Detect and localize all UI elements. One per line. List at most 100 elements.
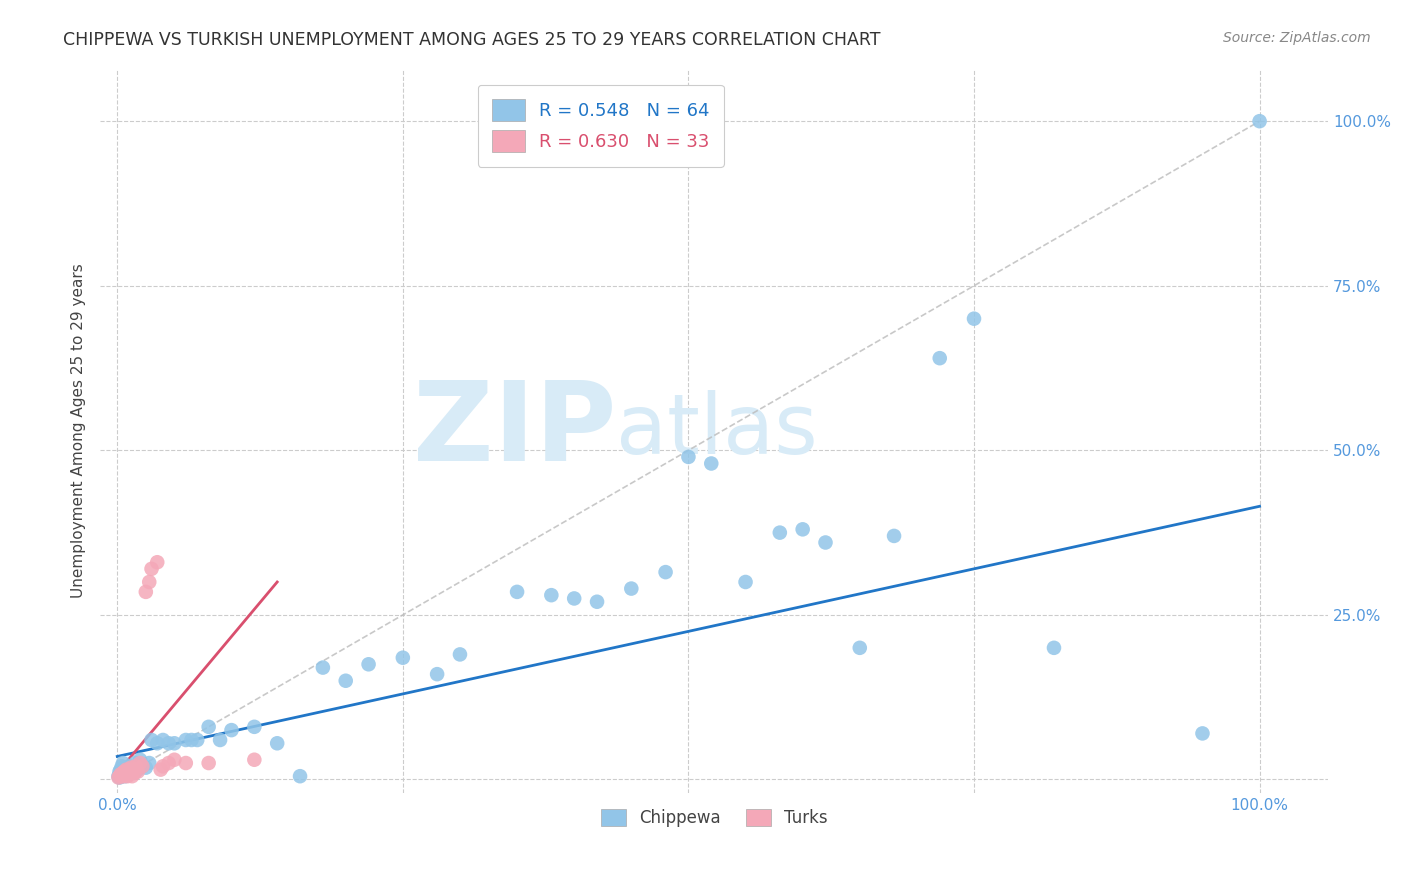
Point	[769, 525, 792, 540]
Point	[107, 769, 129, 783]
Point	[127, 763, 149, 777]
Point	[118, 765, 141, 780]
Point	[118, 765, 141, 780]
Point	[963, 311, 986, 326]
Point	[111, 765, 134, 780]
Point	[288, 769, 311, 783]
Point	[124, 759, 146, 773]
Point	[146, 555, 169, 569]
Point	[117, 767, 139, 781]
Point	[1249, 114, 1271, 128]
Point	[110, 763, 132, 777]
Point	[814, 535, 837, 549]
Point	[620, 582, 643, 596]
Point	[114, 769, 136, 783]
Point	[127, 764, 149, 779]
Point	[152, 759, 174, 773]
Y-axis label: Unemployment Among Ages 25 to 29 years: Unemployment Among Ages 25 to 29 years	[72, 263, 86, 598]
Text: ZIP: ZIP	[412, 377, 616, 484]
Point	[186, 733, 208, 747]
Point	[121, 769, 143, 783]
Point	[174, 756, 197, 770]
Point	[141, 733, 163, 747]
Point	[124, 756, 146, 770]
Point	[108, 764, 131, 779]
Point	[506, 585, 529, 599]
Point	[118, 763, 141, 777]
Point	[449, 648, 471, 662]
Text: atlas: atlas	[616, 390, 818, 471]
Point	[209, 733, 232, 747]
Point	[562, 591, 585, 606]
Point	[110, 767, 132, 781]
Point	[426, 667, 449, 681]
Point	[266, 736, 288, 750]
Point	[586, 595, 609, 609]
Point	[734, 574, 756, 589]
Point	[149, 763, 172, 777]
Point	[243, 753, 266, 767]
Point	[124, 765, 146, 780]
Point	[112, 769, 135, 783]
Text: CHIPPEWA VS TURKISH UNEMPLOYMENT AMONG AGES 25 TO 29 YEARS CORRELATION CHART: CHIPPEWA VS TURKISH UNEMPLOYMENT AMONG A…	[63, 31, 880, 49]
Point	[312, 660, 335, 674]
Point	[111, 769, 134, 783]
Point	[928, 351, 950, 366]
Point	[243, 720, 266, 734]
Point	[654, 565, 676, 579]
Point	[120, 761, 142, 775]
Point	[197, 756, 219, 770]
Point	[111, 769, 134, 783]
Text: Source: ZipAtlas.com: Source: ZipAtlas.com	[1223, 31, 1371, 45]
Point	[157, 736, 180, 750]
Point	[1043, 640, 1066, 655]
Point	[163, 753, 186, 767]
Point	[335, 673, 357, 688]
Point	[112, 764, 135, 779]
Point	[114, 767, 136, 781]
Point	[122, 763, 145, 777]
Point	[678, 450, 700, 464]
Point	[392, 650, 415, 665]
Point	[135, 585, 157, 599]
Point	[111, 759, 134, 773]
Point	[118, 759, 141, 773]
Point	[107, 771, 129, 785]
Point	[700, 457, 723, 471]
Point	[131, 759, 153, 773]
Point	[131, 759, 153, 773]
Point	[152, 733, 174, 747]
Point	[221, 723, 243, 738]
Point	[180, 733, 202, 747]
Point	[883, 529, 905, 543]
Point	[111, 756, 134, 770]
Point	[135, 761, 157, 775]
Point	[849, 640, 872, 655]
Legend: Chippewa, Turks: Chippewa, Turks	[592, 800, 837, 835]
Point	[121, 764, 143, 779]
Point	[141, 562, 163, 576]
Point	[110, 768, 132, 782]
Point	[118, 767, 141, 781]
Point	[112, 761, 135, 775]
Point	[174, 733, 197, 747]
Point	[124, 765, 146, 780]
Point	[163, 736, 186, 750]
Point	[112, 765, 135, 780]
Point	[129, 753, 152, 767]
Point	[120, 763, 142, 777]
Point	[108, 771, 131, 785]
Point	[115, 763, 138, 777]
Point	[115, 765, 138, 780]
Point	[129, 756, 152, 770]
Point	[111, 767, 134, 781]
Point	[115, 763, 138, 777]
Point	[540, 588, 562, 602]
Point	[157, 756, 180, 770]
Point	[108, 769, 131, 783]
Point	[197, 720, 219, 734]
Point	[792, 522, 814, 536]
Point	[138, 756, 160, 770]
Point	[138, 574, 160, 589]
Point	[1191, 726, 1213, 740]
